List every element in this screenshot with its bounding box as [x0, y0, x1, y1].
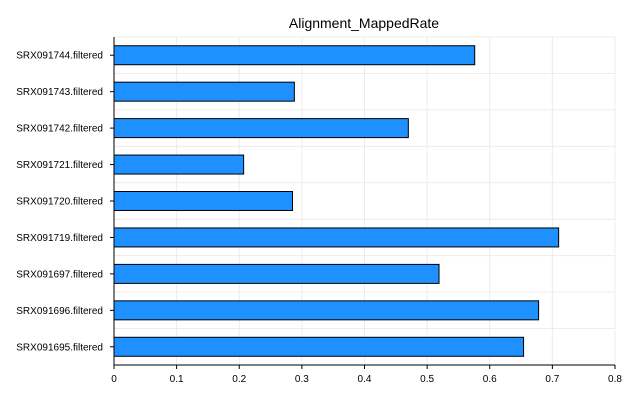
bar [113, 227, 560, 248]
x-tick-label: 0.5 [420, 374, 434, 385]
x-tick-label: 0 [111, 374, 117, 385]
category-label: SRX091742.filtered [16, 124, 103, 135]
bar [113, 300, 540, 321]
x-tick-label: 0.8 [608, 374, 622, 385]
chart-title: Alignment_MappedRate [289, 15, 439, 31]
category-label: SRX091696.filtered [16, 306, 103, 317]
axes [110, 37, 616, 369]
bar [113, 336, 525, 357]
category-label: SRX091697.filtered [16, 269, 103, 280]
x-tick-label: 0.6 [483, 374, 497, 385]
category-label: SRX091743.filtered [16, 87, 103, 98]
labels: SRX091744.filtered SRX091743.filtered SRX0… [16, 51, 622, 385]
x-tick-label: 0.1 [170, 374, 184, 385]
bars [113, 45, 560, 357]
bar [113, 81, 295, 102]
category-label: SRX091719.filtered [16, 233, 103, 244]
x-tick-label: 0.4 [358, 374, 372, 385]
x-tick-label: 0.7 [545, 374, 559, 385]
x-tick-label: 0.2 [232, 374, 246, 385]
category-label: SRX091695.filtered [16, 342, 103, 353]
bar [113, 45, 476, 66]
x-tick-label: 0.3 [295, 374, 309, 385]
category-label: SRX091721.filtered [16, 160, 103, 171]
bar [113, 263, 440, 284]
bar [113, 154, 245, 175]
bar [113, 118, 409, 139]
bar [113, 191, 293, 211]
category-label: SRX091744.filtered [16, 51, 103, 62]
category-label: SRX091720.filtered [16, 197, 103, 208]
